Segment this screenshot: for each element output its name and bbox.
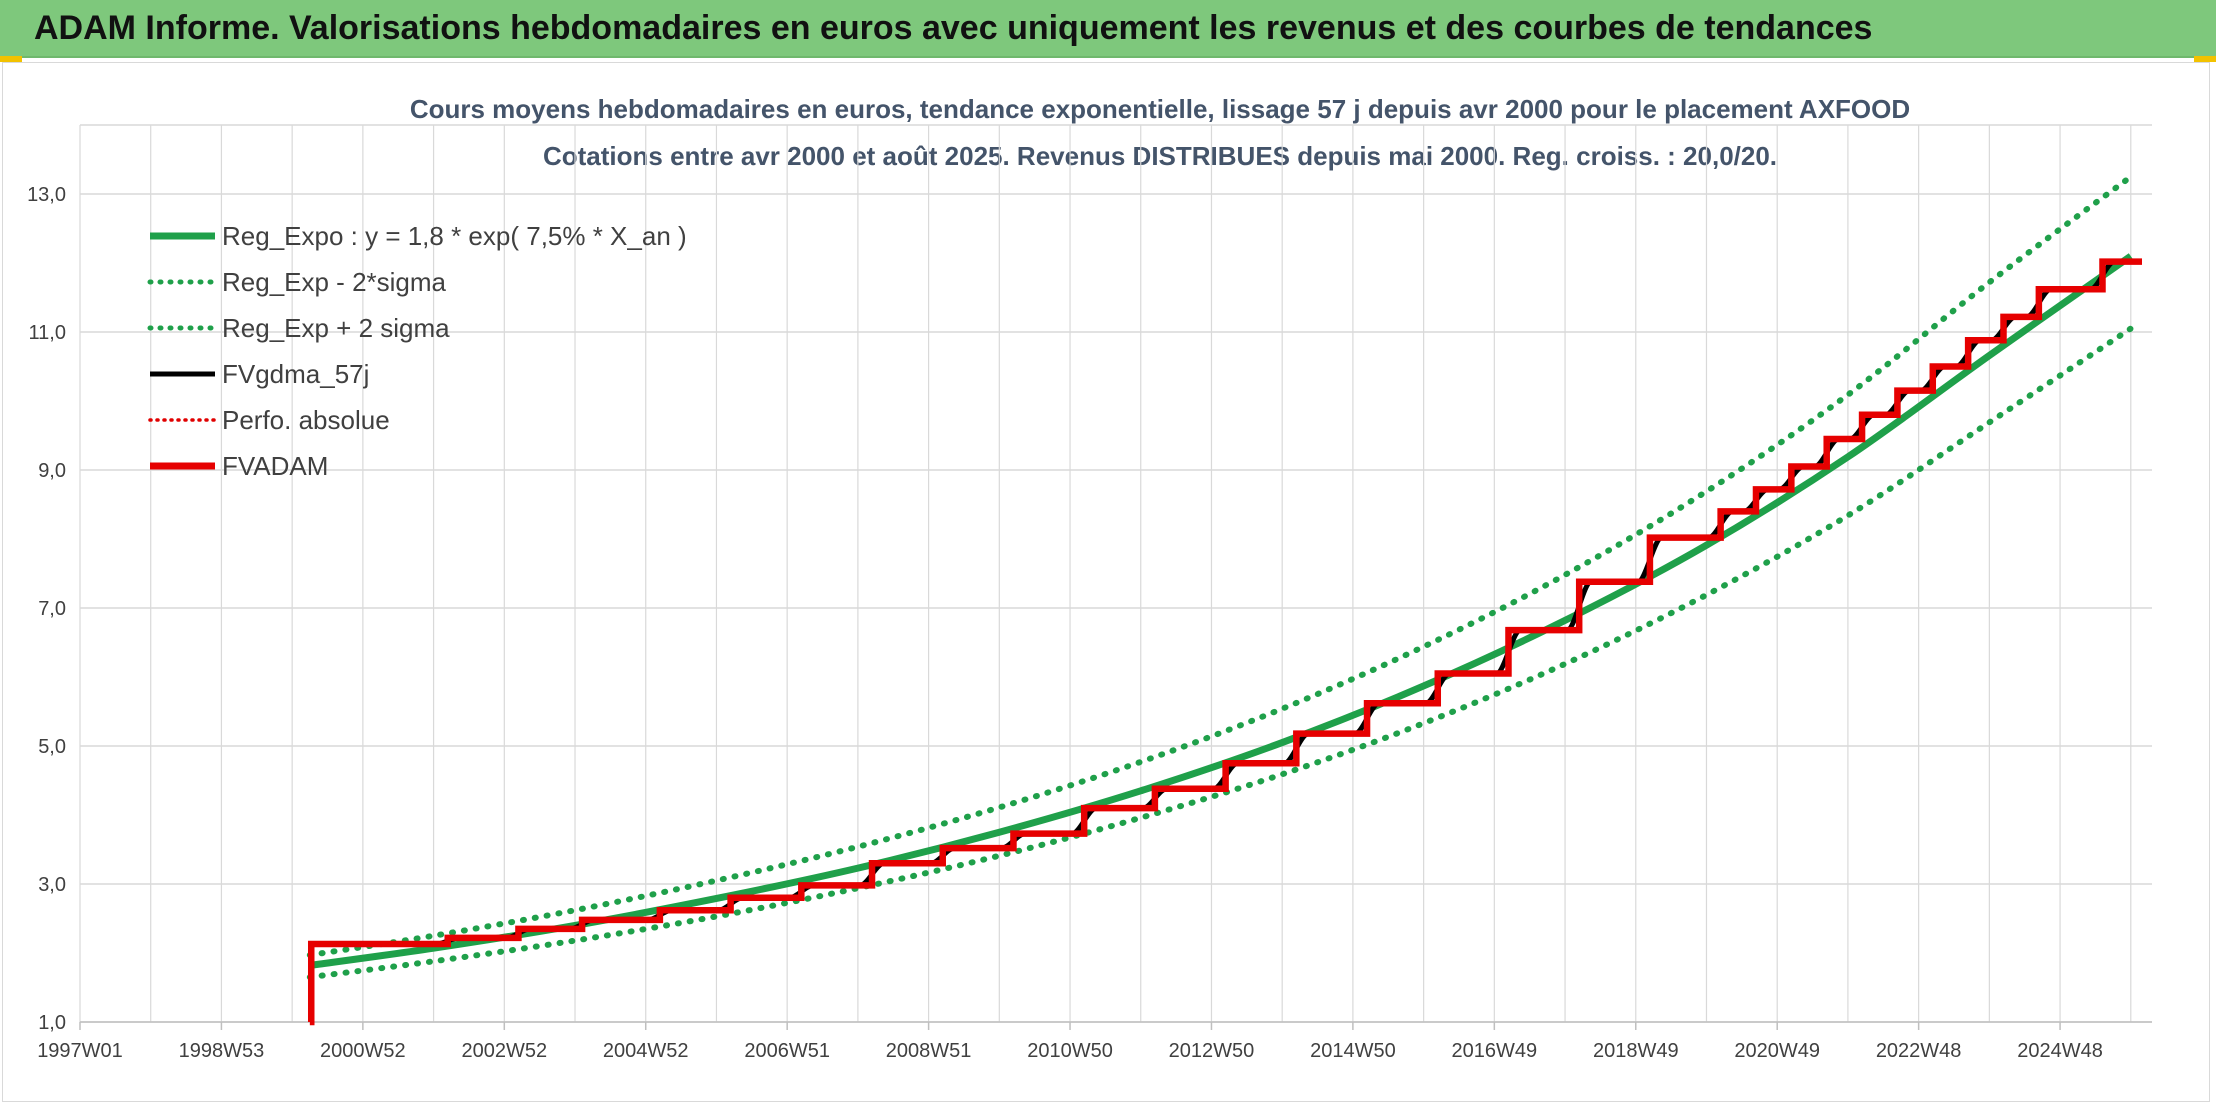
x-tick-label: 1997W01 [37,1040,123,1062]
x-tick-label: 2020W49 [1734,1040,1820,1062]
x-tick-label: 2004W52 [603,1040,689,1062]
legend-label: Perfo. absolue [222,405,390,435]
legend-label: FVADAM [222,451,328,481]
y-tick-label: 5,0 [38,736,66,758]
y-tick-label: 13,0 [27,184,66,206]
chart-title-line1: Cours moyens hebdomadaires en euros, ten… [410,94,1910,124]
chart-frame [2,62,2210,1102]
series-reg-exp-plus-2sigma [306,173,2134,959]
legend-label: Reg_Expo : y = 1,8 * exp( 7,5% * X_an ) [222,221,687,251]
y-tick-label: 1,0 [38,1012,66,1034]
series-reg-expo [309,253,2133,969]
page-title: ADAM Informe. Valorisations hebdomadaire… [34,9,1873,47]
series-fvadam [307,258,2142,1026]
legend-label: FVgdma_57j [222,359,369,389]
legend-label: Reg_Exp - 2*sigma [222,267,447,297]
x-axis: 1997W01 1998W53 2000W52 2002W52 2004W52 2006W… [37,1022,2103,1062]
x-tick-label: 2012W50 [1169,1040,1255,1062]
y-tick-label: 9,0 [38,460,66,482]
x-tick-label: 2006W51 [744,1040,830,1062]
y-tick-label: 7,0 [38,598,66,620]
y-axis: 1,0 3,0 5,0 7,0 9,0 11,0 13,0 [27,184,66,1034]
y-tick-label: 3,0 [38,874,66,896]
x-tick-label: 2024W48 [2017,1040,2103,1062]
header-bar: ADAM Informe. Valorisations hebdomadaire… [0,0,2216,58]
legend: Reg_Expo : y = 1,8 * exp( 7,5% * X_an ) R… [147,221,687,481]
x-tick-label: 2008W51 [886,1040,972,1062]
y-tick-label: 11,0 [29,322,66,344]
x-tick-label: 2002W52 [461,1040,547,1062]
corner-marker [2194,56,2216,62]
x-tick-label: 2018W49 [1593,1040,1679,1062]
series-group [306,173,2142,1026]
series-fvgdma-57j [311,259,2116,947]
x-tick-label: 2010W50 [1027,1040,1113,1062]
x-tick-label: 2014W50 [1310,1040,1396,1062]
chart-title-line2: Cotations entre avr 2000 et août 2025. R… [543,141,1777,171]
corner-marker [0,56,22,62]
x-tick-label: 2000W52 [320,1040,406,1062]
x-tick-label: 2022W48 [1876,1040,1962,1062]
grid [79,124,2152,1023]
x-tick-label: 2016W49 [1452,1040,1538,1062]
series-reg-exp-minus-2sigma [306,325,2134,981]
x-tick-label: 1998W53 [179,1040,265,1062]
legend-label: Reg_Exp + 2 sigma [222,313,450,343]
